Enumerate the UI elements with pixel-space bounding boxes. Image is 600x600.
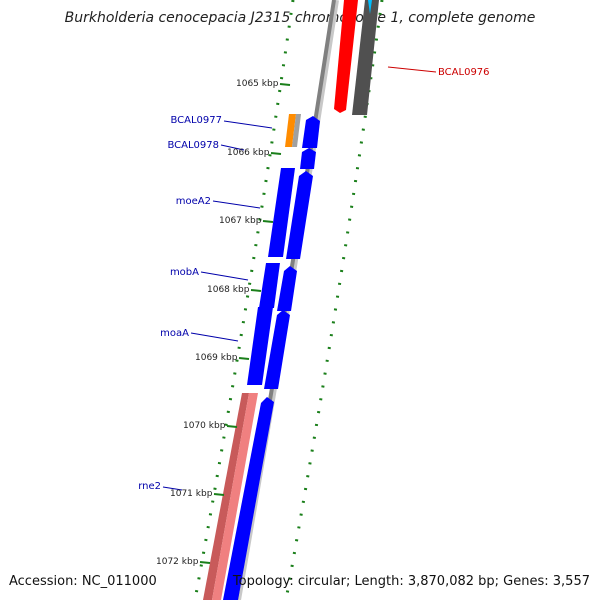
ruler-label: 1070 kbp <box>183 421 226 431</box>
gene-label: BCAL0977 <box>170 115 222 126</box>
gene-features <box>203 0 379 600</box>
gene-label: rne2 <box>138 481 161 492</box>
rrna-feature <box>285 114 296 147</box>
cds-small-top <box>368 0 372 14</box>
ruler-label: 1071 kbp <box>170 489 213 499</box>
accession-text: Accession: NC_011000 <box>9 574 157 589</box>
cds-forward-moaA-outer <box>264 310 290 389</box>
leader-line <box>200 271 249 281</box>
ruler-label: 1068 kbp <box>207 285 250 295</box>
leader-line <box>220 144 245 151</box>
label-leader-lines <box>162 66 437 491</box>
genome-summary-text: Topology: circular; Length: 3,870,082 bp… <box>232 574 590 589</box>
gene-label: BCAL0976 <box>438 67 490 78</box>
cds-forward-moeA2-outer <box>286 171 313 259</box>
cds-forward-moaA-inner <box>247 307 273 385</box>
ruler-major-tick <box>279 83 291 86</box>
ruler-major-tick <box>199 561 211 564</box>
gene-label: BCAL0978 <box>167 140 219 151</box>
trna-feature <box>292 114 301 147</box>
leader-line <box>190 332 239 342</box>
leader-line <box>162 486 183 491</box>
cds-pseudo-rne2 <box>212 393 258 600</box>
ruler-major-tick <box>270 152 282 155</box>
map-title: Burkholderia cenocepacia J2315 chromosom… <box>64 10 536 26</box>
leader-line <box>223 120 273 129</box>
ruler-label: 1065 kbp <box>236 79 279 89</box>
gene-label: mobA <box>170 267 199 278</box>
ruler-labels: 1065 kbp 1066 kbp 1067 kbp 1068 kbp 1069 kbp… <box>156 79 291 567</box>
ruler-major-tick <box>213 493 225 496</box>
ruler-label: 1067 kbp <box>219 216 262 226</box>
ruler-major-tick <box>226 425 238 428</box>
ruler-label: 1066 kbp <box>227 148 270 158</box>
cds-reverse-bcal0976 <box>352 0 379 115</box>
gene-labels: BCAL0976 BCAL0977 BCAL0978 moeA2 mobA moaA rne… <box>138 67 489 492</box>
leader-line <box>387 66 437 73</box>
ruler-major-tick <box>238 357 250 360</box>
ruler-major-tick <box>250 289 262 292</box>
ruler-label: 1069 kbp <box>195 353 238 363</box>
cds-pseudo-rne2-dark <box>203 393 249 600</box>
cds-forward-bcal0977 <box>302 116 320 148</box>
cds-forward-bcal0978 <box>300 148 316 169</box>
leader-line <box>212 200 261 209</box>
cds-reverse-bcal0975 <box>334 0 358 113</box>
cds-forward-moeA2-inner <box>268 168 295 257</box>
ruler-major-tick <box>262 220 274 223</box>
cds-forward-mobA-inner <box>259 263 280 308</box>
cds-forward-rne2-region <box>223 397 274 600</box>
ruler-label: 1072 kbp <box>156 557 199 567</box>
cds-forward-mobA-outer <box>277 266 297 311</box>
gene-label: moaA <box>160 328 189 339</box>
gene-label: moeA2 <box>176 196 211 207</box>
